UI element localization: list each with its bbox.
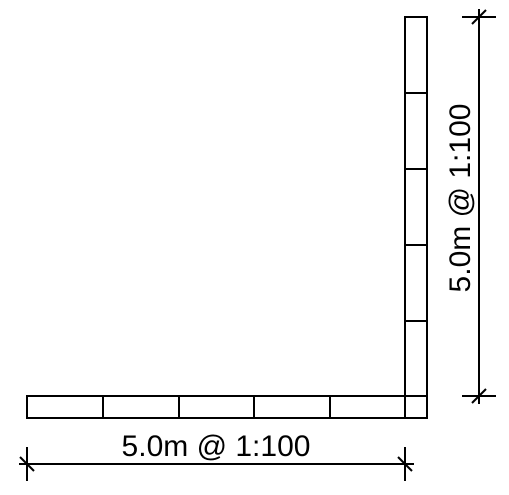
horizontal-segment-2 bbox=[102, 395, 180, 419]
horizontal-scale-bar bbox=[26, 395, 406, 419]
corner-block bbox=[404, 395, 428, 419]
horizontal-dimension-label: 5.0m @ 1:100 bbox=[122, 430, 311, 463]
vertical-scale-bar bbox=[404, 16, 428, 419]
horizontal-tick-right bbox=[397, 456, 413, 472]
vertical-tick-top bbox=[471, 9, 487, 25]
horizontal-tick-left bbox=[19, 456, 35, 472]
horizontal-segment-5 bbox=[329, 395, 406, 419]
vertical-dimension-line: 5.0m @ 1:100 bbox=[444, 9, 496, 404]
vertical-segment-4 bbox=[404, 244, 428, 322]
vertical-tick-bottom bbox=[471, 388, 487, 404]
horizontal-dimension-line: 5.0m @ 1:100 bbox=[19, 430, 414, 481]
vertical-segment-2 bbox=[404, 92, 428, 170]
vertical-dimension-label: 5.0m @ 1:100 bbox=[444, 104, 477, 293]
vertical-segment-3 bbox=[404, 168, 428, 246]
vertical-segment-5 bbox=[404, 320, 428, 397]
horizontal-segment-3 bbox=[178, 395, 255, 419]
horizontal-segment-4 bbox=[253, 395, 331, 419]
vertical-segment-1 bbox=[404, 16, 428, 94]
horizontal-segment-1 bbox=[26, 395, 104, 419]
